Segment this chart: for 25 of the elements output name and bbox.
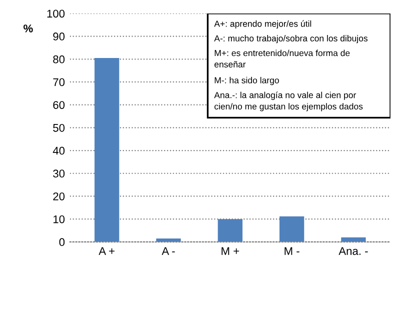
bar <box>218 219 242 242</box>
annotation: M-: ha sido largo <box>214 76 279 86</box>
annotation: M+: es entretenido/nueva forma de enseñar <box>214 50 350 68</box>
y-tick-label: 30 <box>53 170 65 178</box>
y-tick-label: 60 <box>53 101 65 109</box>
x-tick-label: M - <box>284 247 300 255</box>
y-tick-label: 100 <box>47 10 65 18</box>
annotation: Ana.-: la analogía no vale al cien por cien/no me gustan los ejemplos dados <box>214 92 363 112</box>
y-tick-label: 40 <box>52 146 65 155</box>
y-tick-label: 10 <box>54 215 65 224</box>
y-tick-label: 90 <box>53 32 65 40</box>
annotation: A-: mucho trabajo/sobra con los dibujos <box>214 35 368 44</box>
y-tick-label: 50 <box>53 124 65 132</box>
bar <box>94 58 120 242</box>
x-tick-label: Ana. - <box>338 247 368 255</box>
y-axis-title: % <box>24 24 33 32</box>
bar <box>279 216 304 242</box>
y-tick-label: 80 <box>53 55 65 64</box>
annotation: A+: aprendo mejor/es útil <box>214 20 312 29</box>
x-tick-label: A - <box>162 247 175 255</box>
y-tick-label: 0 <box>59 238 65 246</box>
y-tick-label: 70 <box>53 78 65 86</box>
y-tick-label: 20 <box>53 192 65 200</box>
x-tick-label: M + <box>222 247 240 255</box>
x-tick-label: A + <box>98 247 114 255</box>
